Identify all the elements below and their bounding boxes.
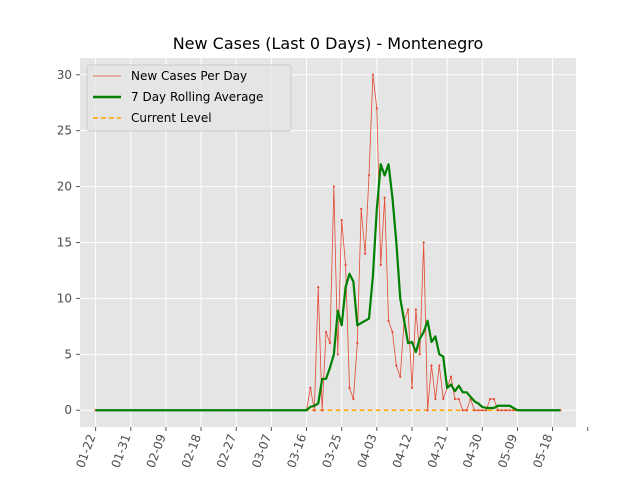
x-tick-label: 03-25	[319, 432, 344, 470]
y-tick-label: 5	[64, 347, 72, 361]
new-cases-point	[438, 364, 441, 367]
x-tick-label: 02-18	[179, 432, 204, 470]
x-axis: 01-22 01-31 02-09 02-18 02-27 03-07 03-16 03-25…	[73, 427, 589, 470]
x-tick-label: 04-30	[460, 432, 485, 470]
legend-label-rolling-average: 7 Day Rolling Average	[131, 90, 263, 104]
new-cases-point	[348, 386, 351, 389]
new-cases-point	[414, 308, 417, 311]
new-cases-point	[461, 409, 464, 412]
y-axis: 0 5 10 15 20 25 30	[57, 68, 80, 417]
new-cases-point	[356, 342, 359, 345]
new-cases-point	[485, 409, 488, 412]
y-tick-label: 10	[57, 291, 72, 305]
new-cases-point	[449, 375, 453, 378]
new-cases-point	[422, 241, 425, 244]
chart-title: New Cases (Last 0 Days) - Montenegro	[173, 34, 484, 53]
y-tick-label: 20	[57, 180, 72, 194]
new-cases-point	[367, 174, 371, 177]
new-cases-point	[457, 397, 460, 401]
x-tick-label: 02-09	[144, 432, 169, 470]
new-cases-point	[418, 353, 421, 356]
new-cases-point	[406, 308, 410, 311]
new-cases-point	[473, 409, 476, 412]
new-cases-point	[434, 397, 437, 401]
new-cases-point	[364, 252, 367, 255]
new-cases-point	[430, 364, 433, 367]
new-cases-point	[477, 409, 480, 412]
new-cases-point	[387, 319, 390, 322]
y-tick-label: 0	[64, 403, 72, 417]
new-cases-point	[309, 386, 312, 389]
new-cases-point	[504, 409, 507, 412]
new-cases-point	[379, 263, 382, 266]
x-tick-label: 02-27	[214, 432, 239, 470]
new-cases-point	[395, 364, 398, 367]
new-cases-point	[317, 286, 320, 289]
new-cases-point	[371, 73, 375, 76]
new-cases-point	[375, 107, 378, 110]
x-tick-label: 01-22	[73, 432, 98, 470]
new-cases-point	[500, 409, 503, 412]
new-cases-point	[340, 219, 343, 222]
new-cases-point	[328, 342, 332, 345]
new-cases-point	[481, 409, 484, 412]
legend: New Cases Per Day 7 Day Rolling Average …	[86, 64, 292, 132]
new-cases-point	[410, 386, 414, 389]
new-cases-point	[426, 409, 429, 412]
x-tick-label: 01-31	[109, 432, 134, 470]
x-tick-label: 03-16	[284, 432, 309, 470]
legend-label-new-cases: New Cases Per Day	[131, 69, 247, 83]
new-cases-point	[313, 409, 316, 412]
new-cases-point	[399, 375, 402, 378]
new-cases-point	[321, 409, 324, 412]
y-tick-label: 30	[57, 68, 72, 82]
new-cases-point	[496, 409, 499, 412]
new-cases-point	[512, 409, 515, 412]
new-cases-point	[383, 196, 386, 199]
new-cases-point	[465, 409, 468, 412]
new-cases-point	[453, 397, 457, 401]
legend-label-current-level: Current Level	[131, 111, 212, 125]
y-tick-label: 15	[57, 236, 72, 250]
legend-box	[86, 64, 292, 132]
new-cases-point	[492, 397, 496, 401]
series-rolling-average	[95, 163, 561, 412]
new-cases-point	[332, 185, 335, 188]
new-cases-point	[352, 397, 355, 401]
x-tick-label: 03-07	[249, 432, 274, 470]
x-tick-label: 05-18	[530, 432, 555, 470]
series-layer	[94, 73, 562, 412]
new-cases-point	[336, 353, 339, 356]
y-tick-label: 25	[57, 124, 72, 138]
new-cases-point	[508, 409, 511, 412]
new-cases-point	[360, 207, 363, 211]
x-tick-label: 05-09	[495, 432, 520, 470]
x-tick-label: 04-21	[425, 432, 450, 470]
x-tick-label: 04-12	[390, 432, 415, 470]
x-tick-label: 04-03	[355, 432, 380, 470]
new-cases-point	[391, 330, 394, 334]
new-cases-point	[344, 263, 347, 266]
new-cases-point	[324, 330, 328, 334]
new-cases-point	[442, 397, 445, 401]
new-cases-point	[488, 397, 492, 401]
